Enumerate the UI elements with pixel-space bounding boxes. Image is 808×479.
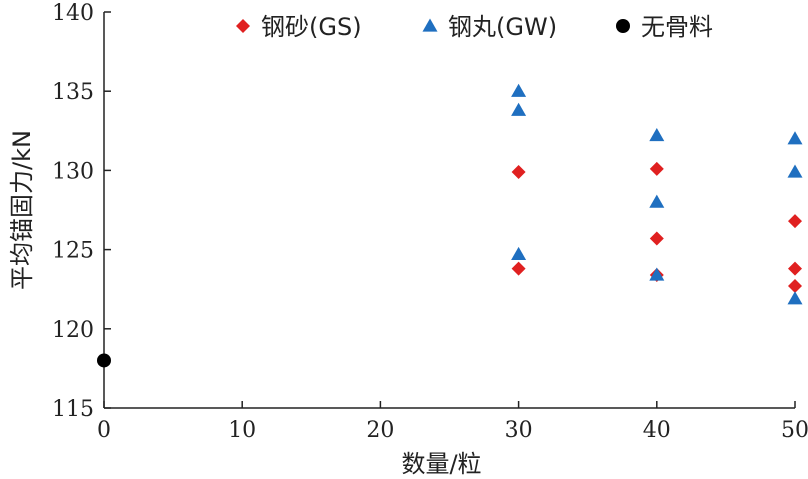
legend-label: 无骨料 (641, 13, 713, 41)
data-point-diamond (788, 261, 802, 276)
data-point-triangle (511, 246, 527, 260)
data-point-triangle (787, 131, 803, 145)
data-point-triangle (649, 128, 665, 142)
data-point-triangle (787, 164, 803, 178)
data-point-diamond (649, 161, 664, 176)
data-point-triangle (787, 291, 803, 305)
y-tick-label: 135 (52, 80, 94, 105)
y-tick-label: 125 (52, 239, 94, 264)
y-tick-label: 120 (52, 318, 94, 343)
x-tick-label: 10 (228, 418, 256, 443)
x-axis-label: 数量/粒 (401, 450, 481, 478)
x-tick-label: 40 (643, 418, 671, 443)
legend-marker-circle (616, 19, 630, 33)
x-tick-label: 50 (781, 418, 808, 443)
y-axis-label: 平均锚固力/kN (8, 130, 36, 290)
ticks: 0 10 20 30 40 50 115 120 125 130 135 140 (52, 1, 808, 443)
y-tick-label: 140 (52, 1, 94, 26)
data-points (97, 83, 803, 368)
data-point-diamond (511, 164, 526, 179)
x-tick-label: 20 (366, 418, 394, 443)
data-point-triangle (511, 83, 527, 97)
x-tick-label: 0 (97, 418, 111, 443)
data-point-diamond (788, 279, 802, 294)
data-point-circle (97, 353, 111, 368)
axes (103, 12, 795, 409)
data-point-triangle (511, 102, 527, 116)
data-point-diamond (788, 214, 802, 229)
legend-marker-triangle (422, 18, 438, 32)
legend-label: 钢砂(GS) (261, 13, 362, 41)
legend: 钢砂(GS) 钢丸(GW) 无骨料 (236, 13, 713, 41)
legend-label: 钢丸(GW) (448, 13, 557, 41)
data-point-triangle (649, 194, 665, 208)
x-tick-label: 30 (505, 418, 533, 443)
y-tick-label: 115 (52, 397, 94, 422)
y-tick-label: 130 (52, 159, 94, 184)
legend-marker-diamond (236, 19, 250, 33)
data-point-diamond (649, 231, 664, 246)
data-point-diamond (511, 261, 526, 276)
data-point-triangle (649, 267, 665, 281)
